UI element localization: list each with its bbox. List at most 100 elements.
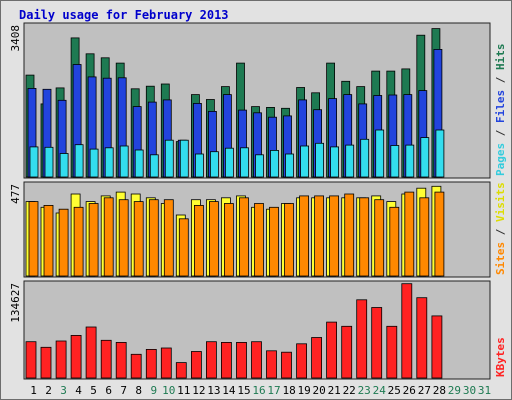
x-tick-label-11: 11 [177, 384, 190, 397]
bar-kbytes-day-23 [356, 299, 368, 379]
bar-sites-day-17 [269, 206, 279, 277]
bar-pages-day-15 [240, 147, 249, 178]
bar-sites-day-2 [43, 204, 54, 277]
bar-kbytes-day-17 [266, 350, 277, 379]
ymax-label-top: 3408 [9, 25, 22, 52]
bar-pages-day-24 [375, 129, 385, 178]
bar-sites-day-5 [88, 203, 99, 277]
x-tick-label-27: 27 [418, 384, 431, 397]
bar-kbytes-day-15 [236, 341, 247, 379]
bar-pages-day-17 [270, 149, 279, 178]
bar-sites-day-16 [254, 203, 264, 277]
bar-kbytes-day-7 [115, 341, 127, 379]
x-tick-label-1: 1 [30, 384, 37, 397]
bar-pages-day-21 [330, 146, 340, 178]
bar-kbytes-day-6 [100, 339, 112, 379]
bar-sites-day-3 [58, 208, 69, 277]
x-tick-label-13: 13 [207, 384, 220, 397]
bar-pages-day-16 [255, 154, 264, 178]
bar-kbytes-day-24 [371, 307, 383, 379]
bar-kbytes-day-20 [311, 337, 323, 379]
x-tick-label-31: 31 [478, 384, 491, 397]
ymax-label-middle: 477 [9, 184, 22, 204]
bar-pages-day-28 [435, 129, 445, 178]
bar-pages-day-9 [149, 154, 159, 178]
bar-pages-day-14 [224, 147, 234, 178]
x-tick-label-4: 4 [75, 384, 82, 397]
x-tick-label-17: 17 [267, 384, 280, 397]
bar-kbytes-day-21 [326, 321, 338, 379]
bar-sites-day-7 [118, 199, 129, 277]
bar-pages-day-2 [44, 146, 54, 178]
legend-top: Pages / Files / Hits [494, 44, 507, 177]
x-tick-label-16: 16 [252, 384, 265, 397]
bar-sites-day-4 [73, 206, 84, 277]
x-tick-label-19: 19 [297, 384, 310, 397]
legend-middle-part-2: Visits [494, 182, 507, 222]
bar-kbytes-day-4 [70, 334, 82, 379]
bar-sites-day-11 [178, 218, 189, 277]
bar-sites-day-6 [103, 197, 114, 277]
bar-sites-day-21 [329, 195, 340, 277]
bar-kbytes-day-2 [40, 346, 52, 379]
bar-sites-day-19 [299, 195, 310, 277]
bar-sites-day-18 [284, 203, 294, 277]
bar-kbytes-day-26 [401, 283, 413, 379]
bar-sites-day-14 [223, 203, 234, 277]
ymax-label-bottom: 134627 [9, 283, 22, 323]
bar-pages-day-13 [209, 151, 219, 178]
bar-sites-day-9 [148, 199, 159, 277]
x-tick-label-22: 22 [343, 384, 356, 397]
bar-pages-day-23 [360, 138, 370, 178]
bar-pages-day-11 [179, 139, 189, 178]
bar-pages-day-3 [59, 153, 69, 178]
bar-pages-day-19 [300, 145, 310, 178]
bar-sites-day-10 [163, 199, 174, 277]
x-tick-label-21: 21 [328, 384, 341, 397]
bar-pages-day-25 [390, 145, 400, 178]
bar-sites-day-8 [133, 201, 144, 277]
legend-middle-part-0: Sites [494, 242, 507, 275]
x-tick-label-26: 26 [403, 384, 416, 397]
bar-kbytes-day-27 [416, 297, 428, 379]
bar-sites-day-28 [434, 191, 445, 277]
legend-top-part-1: / [494, 123, 507, 143]
bar-sites-day-23 [359, 197, 370, 277]
bar-sites-day-25 [389, 206, 400, 277]
x-tick-label-20: 20 [312, 384, 325, 397]
legend-top-part-4: Hits [494, 44, 507, 71]
bar-kbytes-day-1 [25, 341, 37, 379]
x-tick-label-6: 6 [105, 384, 112, 397]
bar-kbytes-day-19 [296, 343, 308, 379]
bar-pages-day-18 [285, 153, 294, 178]
bar-kbytes-day-9 [145, 348, 157, 379]
x-tick-label-12: 12 [192, 384, 205, 397]
bar-kbytes-day-18 [281, 351, 292, 379]
bar-sites-day-26 [404, 191, 415, 277]
x-tick-label-28: 28 [433, 384, 446, 397]
bar-pages-day-6 [104, 147, 114, 178]
bar-kbytes-day-13 [205, 341, 217, 379]
legend-top-part-0: Pages [494, 143, 507, 176]
bar-sites-day-27 [419, 197, 430, 277]
legend-bottom-part-0: KBytes [494, 337, 507, 377]
bar-pages-day-7 [119, 145, 129, 178]
bar-kbytes-day-12 [190, 351, 202, 379]
bar-pages-day-10 [164, 139, 174, 178]
bar-kbytes-day-8 [130, 353, 142, 379]
x-tick-label-5: 5 [90, 384, 97, 397]
x-tick-label-10: 10 [162, 384, 175, 397]
x-tick-label-8: 8 [135, 384, 142, 397]
bar-pages-day-1 [29, 146, 39, 178]
x-tick-label-18: 18 [282, 384, 295, 397]
x-tick-label-14: 14 [222, 384, 236, 397]
x-tick-label-24: 24 [373, 384, 387, 397]
bar-pages-day-4 [74, 144, 84, 178]
bar-kbytes-day-11 [175, 362, 187, 379]
legend-bottom: KBytes [494, 337, 507, 377]
bar-pages-day-27 [420, 137, 430, 178]
bar-kbytes-day-16 [251, 341, 262, 379]
legend-top-part-2: Files [494, 90, 507, 123]
bar-sites-day-15 [239, 197, 249, 277]
